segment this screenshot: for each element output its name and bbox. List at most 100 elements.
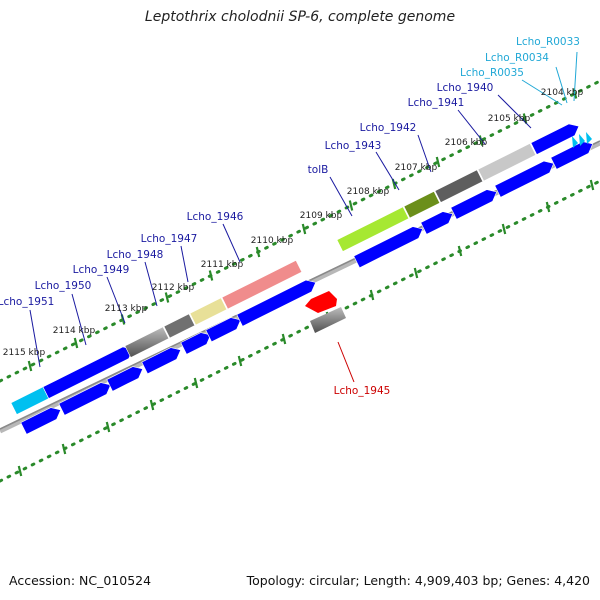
- gene-label-3: Lcho_1940: [437, 82, 494, 94]
- gene-block-b-3: [141, 347, 182, 375]
- leader-line-0: [573, 51, 578, 102]
- kbp-tick-1: [522, 113, 528, 124]
- gene-block-b-4: [180, 332, 212, 355]
- inner-tick: [501, 223, 507, 235]
- leader-line-14: [337, 341, 355, 383]
- leader-line-4: [457, 109, 486, 145]
- inner-tick: [413, 267, 419, 279]
- kbp-tick-9: [164, 292, 170, 303]
- kbp-label-6: 2110 kbp: [251, 236, 294, 246]
- gene-block-b-0: [20, 407, 62, 435]
- inner-tick: [193, 377, 199, 389]
- leader-line-13: [29, 309, 41, 368]
- gene-block-b-10: [494, 160, 555, 198]
- gene-label-8: Lcho_1946: [187, 211, 244, 223]
- gene-block-lcho-1949: [124, 326, 170, 358]
- gene-block-b-8: [420, 211, 454, 235]
- inner-tick: [369, 289, 375, 301]
- gene-track: [10, 123, 594, 435]
- kbp-label-8: 2112 kbp: [152, 283, 195, 293]
- gene-block-lcho-1945: [305, 291, 337, 313]
- tick-dot-tracks: [0, 79, 600, 483]
- gene-label-0: Lcho_R0033: [516, 36, 580, 48]
- kbp-label-7: 2111 kbp: [201, 260, 244, 270]
- gene-block-b-9: [450, 189, 498, 220]
- gene-label-11: Lcho_1949: [73, 264, 130, 276]
- gene-label-2: Lcho_R0035: [460, 67, 524, 79]
- gene-block-tolb: [336, 206, 410, 252]
- rna-arrow-2: [586, 132, 592, 144]
- kbp-label-0: 2104 kbp: [541, 88, 584, 98]
- inner-tick: [61, 443, 67, 455]
- inner-tick: [589, 179, 595, 191]
- gene-block-b-7: [353, 226, 424, 269]
- gene-label-7: tolB: [308, 164, 329, 176]
- inner-tick: [281, 333, 287, 345]
- rna-arrow-0: [572, 136, 578, 148]
- leader-line-8: [222, 223, 241, 263]
- leader-line-3: [497, 94, 532, 129]
- kbp-label-10: 2114 kbp: [53, 326, 96, 336]
- leader-line-6: [375, 151, 400, 191]
- label-leader-lines: [29, 51, 578, 383]
- rna-arrow-1: [579, 134, 585, 146]
- kbp-tick-12: [27, 360, 33, 372]
- inner-tick: [545, 201, 551, 213]
- gene-block-lcho-1948: [163, 313, 196, 339]
- leader-line-11: [106, 276, 126, 324]
- genome-stats-label: Topology: circular; Length: 4,909,403 bp…: [246, 573, 590, 588]
- leader-line-7: [329, 176, 353, 217]
- kbp-tick-8: [208, 270, 214, 281]
- inner-tick: [149, 399, 155, 411]
- gene-block-b-11: [550, 141, 594, 170]
- kbp-label-11: 2115 kbp: [3, 348, 46, 358]
- gene-block-lcho-1941: [477, 143, 537, 182]
- gene-label-5: Lcho_1942: [360, 122, 417, 134]
- leader-line-2: [521, 79, 563, 106]
- gene-label-14: Lcho_1945: [334, 385, 391, 397]
- gene-label-13: Lcho_1951: [0, 296, 54, 308]
- kbp-label-9: 2113 kbp: [105, 304, 148, 314]
- kbp-label-1: 2105 kbp: [488, 114, 531, 124]
- kbp-label-4: 2108 kbp: [347, 187, 390, 197]
- leader-line-1: [555, 66, 568, 104]
- kbp-label-2: 2106 kbp: [445, 138, 488, 148]
- gene-block-b-2: [106, 366, 144, 392]
- gene-label-10: Lcho_1948: [107, 249, 164, 261]
- leader-line-12: [71, 293, 87, 346]
- kbp-label-5: 2109 kbp: [300, 211, 343, 221]
- inner-tick: [105, 421, 111, 433]
- gene-label-4: Lcho_1941: [408, 97, 465, 109]
- kbp-tick-7: [255, 246, 261, 258]
- kbp-labels: 2104 kbp 2105 kbp 2106 kbp 2107 kbp 2108 kbp…: [3, 88, 584, 358]
- gene-block-lcho-1942: [434, 169, 484, 203]
- leader-line-9: [180, 245, 189, 283]
- gene-label-1: Lcho_R0034: [485, 52, 549, 64]
- gene-block-b-6: [236, 279, 317, 327]
- inner-tick: [237, 355, 243, 367]
- gene-block-b-5: [205, 317, 242, 343]
- leader-line-5: [417, 134, 432, 173]
- kbp-tick-6: [301, 223, 307, 235]
- kbp-tick-5: [348, 200, 354, 211]
- gene-label-9: Lcho_1947: [141, 233, 198, 245]
- gene-block-lcho-1947: [189, 297, 228, 326]
- gene-label-12: Lcho_1950: [35, 280, 92, 292]
- gene-block-b-1: [58, 382, 112, 416]
- gene-block-lcho-1946: [221, 260, 303, 310]
- inner-dot-track: [0, 179, 600, 483]
- gene-label-6: Lcho_1943: [325, 140, 382, 152]
- inner-tick: [457, 245, 463, 257]
- gene-block-lcho-1943: [403, 191, 441, 219]
- gene-block-lcho-1944: [310, 307, 346, 333]
- kbp-label-3: 2107 kbp: [395, 163, 438, 173]
- gene-labels: Lcho_R0033 Lcho_R0034 Lcho_R0035 Lcho_1940 L…: [0, 36, 580, 397]
- leader-line-10: [144, 261, 158, 307]
- inner-tick: [17, 465, 23, 477]
- gene-block-lcho-1940: [530, 123, 580, 155]
- outer-dot-track: [0, 79, 600, 383]
- accession-label: Accession: NC_010524: [9, 573, 152, 588]
- kbp-tick-3: [435, 156, 441, 168]
